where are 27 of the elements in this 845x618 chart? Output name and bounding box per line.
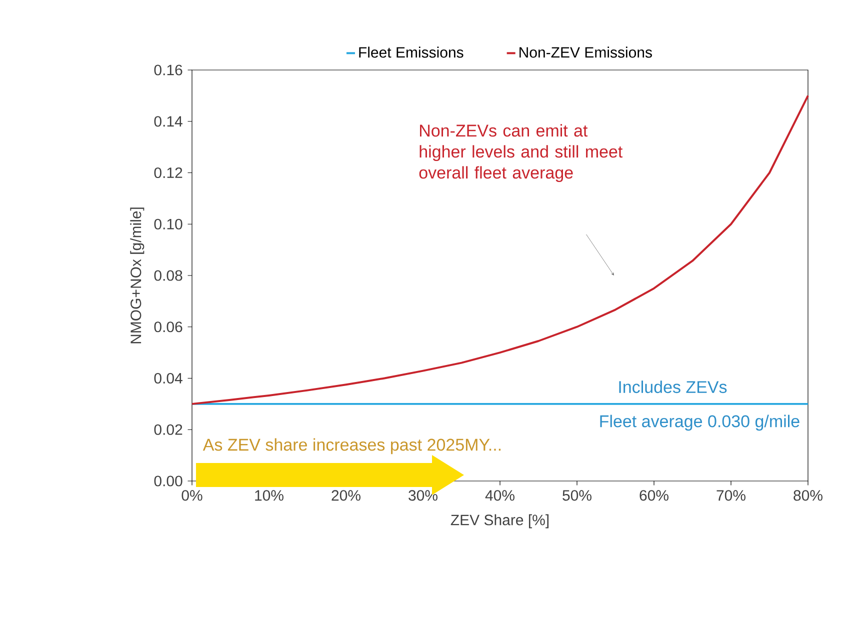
x-tick-label: 40%: [485, 490, 514, 501]
legend-label: Fleet Emissions: [359, 46, 464, 58]
legend-label: Non-ZEV Emissions: [520, 46, 652, 58]
x-tick-label: 30%: [408, 490, 438, 501]
y-tick-label: 0.06: [154, 322, 182, 332]
x-tick-label: 0%: [182, 490, 202, 501]
y-tick-label: 0.10: [154, 218, 182, 230]
y-tick-label: 0.08: [154, 270, 182, 281]
line-series: [191, 94, 809, 405]
x-tick-label: 70%: [716, 490, 746, 501]
x-tick-label: 60%: [640, 490, 668, 501]
annotation: Includes ZEVs: [619, 380, 727, 394]
annotation: Fleet average 0.030 g/mile: [600, 414, 800, 431]
y-tick-label: 0.00: [154, 476, 182, 486]
y-tick-label: 0.12: [154, 167, 182, 178]
x-tick-label: 20%: [332, 490, 360, 501]
x-axis-title: ZEV Share [%]: [450, 514, 549, 528]
annotation: As ZEV share increases past 2025MY...: [202, 438, 501, 454]
y-tick-label: 0.04: [154, 372, 182, 384]
y-tick-label: 0.02: [154, 424, 182, 435]
y-tick-label: 0.16: [154, 64, 182, 76]
x-tick-label: 50%: [562, 490, 592, 501]
annotation: Non-ZEVs can emit at higher levels and still meet overall fleet average: [419, 124, 623, 182]
x-tick-label: 10%: [255, 490, 284, 501]
y-tick-label: 0.14: [154, 116, 182, 127]
y-axis-title: NMOG+NOx [g/mile]: [130, 208, 144, 344]
x-tick-label: 80%: [794, 490, 822, 501]
